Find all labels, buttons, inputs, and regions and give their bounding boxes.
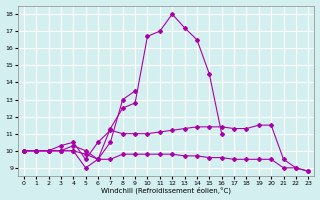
X-axis label: Windchill (Refroidissement éolien,°C): Windchill (Refroidissement éolien,°C) [101, 187, 231, 194]
